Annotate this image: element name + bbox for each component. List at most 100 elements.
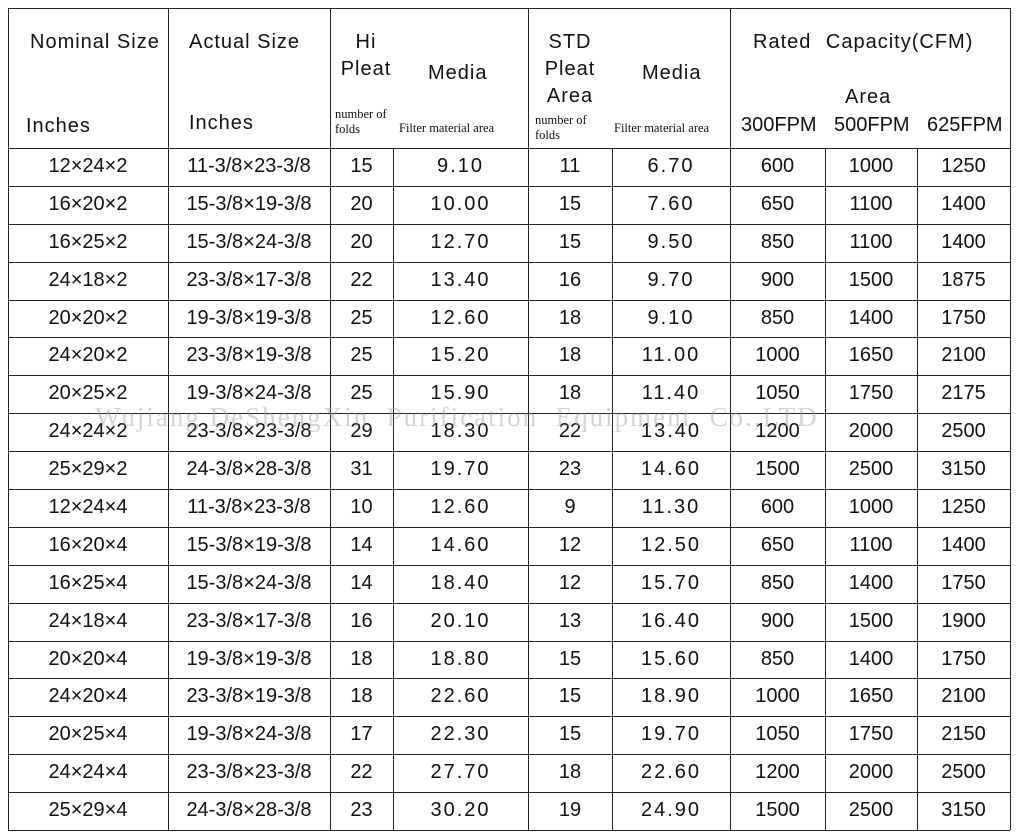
header-text: STD Pleat Area xyxy=(544,31,596,107)
table-cell: 2100 xyxy=(941,344,986,367)
table-cell: 19-3/8×19-3/8 xyxy=(186,306,312,329)
table-cell: 1750 xyxy=(848,723,894,746)
table-cell: 20 xyxy=(350,192,373,215)
table-cell: 600 xyxy=(760,155,795,177)
table-cell: 31 xyxy=(350,458,373,481)
table-cell: 22 xyxy=(350,268,373,291)
table-cell: 1250 xyxy=(941,496,986,518)
table-cell: 1400 xyxy=(848,306,894,329)
table-cell: 15-3/8×24-3/8 xyxy=(186,230,312,253)
table-cell: 19-3/8×24-3/8 xyxy=(186,723,312,746)
table-cell: 650 xyxy=(760,533,795,556)
table-cell: 22 xyxy=(350,761,373,784)
table-cell: 1650 xyxy=(848,344,894,367)
table-cell: 1200 xyxy=(755,420,800,443)
table-cell: 18 xyxy=(558,306,582,329)
table-cell: 19-3/8×24-3/8 xyxy=(186,382,312,405)
table-cell: 23-3/8×17-3/8 xyxy=(186,609,312,632)
table-cell: 9.10 xyxy=(647,306,695,329)
table-cell: 1750 xyxy=(941,571,986,594)
table-cell: 2500 xyxy=(941,420,986,443)
table-cell: 23 xyxy=(350,799,373,822)
table-cell: 15 xyxy=(558,647,582,670)
table-cell: 2500 xyxy=(941,761,986,784)
table-cell: 1400 xyxy=(848,647,894,670)
grid-line xyxy=(8,678,1010,680)
table-cell: 10 xyxy=(350,496,373,518)
table-cell: 1000 xyxy=(755,685,800,708)
table-cell: 1400 xyxy=(941,230,986,253)
table-cell: 29 xyxy=(350,420,373,443)
table-cell: 1250 xyxy=(941,155,986,177)
grid-line xyxy=(8,375,1010,377)
table-cell: 25 xyxy=(350,382,373,405)
table-cell: 1900 xyxy=(941,609,986,632)
header-text: Actual Size xyxy=(189,31,301,53)
table-cell: 1750 xyxy=(941,647,986,670)
header-text: 300FPM xyxy=(741,114,817,136)
watermark: Wujiang DeShengXin Purification Equipmen… xyxy=(95,402,819,432)
table-cell: 24-3/8×28-3/8 xyxy=(186,799,312,822)
table-cell: 15-3/8×19-3/8 xyxy=(186,192,312,215)
table-cell: 850 xyxy=(760,647,795,670)
grid-line xyxy=(8,261,1010,263)
table-cell: 25 xyxy=(350,344,373,367)
grid-line xyxy=(8,526,1010,528)
table-cell: 24×18×2 xyxy=(48,268,128,291)
grid-line xyxy=(8,8,1010,9)
table-cell: 3150 xyxy=(941,458,986,481)
header-text: Nominal Size xyxy=(30,31,160,53)
table-cell: 15.70 xyxy=(640,571,702,594)
header-text: Area xyxy=(845,86,892,108)
table-cell: 14.60 xyxy=(640,458,702,481)
table-cell: 1400 xyxy=(848,571,894,594)
table-cell: 19.70 xyxy=(640,723,702,746)
table-cell: 18.80 xyxy=(430,647,491,670)
table-cell: 1100 xyxy=(849,533,893,556)
grid-line xyxy=(8,564,1010,566)
table-cell: 18 xyxy=(558,382,582,405)
table-cell: 18.30 xyxy=(430,420,491,443)
grid-line xyxy=(8,451,1010,453)
header-note: number of folds xyxy=(335,107,387,136)
table-cell: 10.00 xyxy=(430,192,491,215)
table-cell: 600 xyxy=(760,496,795,518)
table-cell: 19-3/8×19-3/8 xyxy=(186,647,312,670)
grid-line xyxy=(8,792,1010,794)
table-cell: 16×20×4 xyxy=(48,533,128,556)
table-cell: 1500 xyxy=(848,268,894,291)
table-cell: 12 xyxy=(558,533,582,556)
grid-line xyxy=(730,8,731,148)
table-cell: 23 xyxy=(558,458,582,481)
table-cell: 12.70 xyxy=(430,230,491,253)
table-cell: 12.60 xyxy=(430,496,491,518)
table-cell: 22.60 xyxy=(640,761,702,784)
table-cell: 15-3/8×24-3/8 xyxy=(186,571,312,594)
table-cell: 1050 xyxy=(755,382,800,405)
table-cell: 1050 xyxy=(755,723,800,746)
table-cell: 18 xyxy=(350,647,373,670)
table-cell: 15 xyxy=(558,192,582,215)
table-cell: 24×24×2 xyxy=(48,420,128,443)
table-cell: 1650 xyxy=(848,685,894,708)
table-cell: 1500 xyxy=(755,458,800,481)
table-cell: 20.10 xyxy=(430,609,491,632)
table-cell: 1750 xyxy=(848,382,894,405)
table-cell: 16×25×2 xyxy=(48,230,128,253)
table-cell: 18.90 xyxy=(640,685,702,708)
table-cell: 12×24×2 xyxy=(48,155,128,177)
table-cell: 850 xyxy=(760,571,795,594)
table-cell: 15.20 xyxy=(430,344,491,367)
table-cell: 1000 xyxy=(848,155,894,177)
table-cell: 14 xyxy=(350,533,373,556)
table-cell: 27.70 xyxy=(430,761,491,784)
table-cell: 22.30 xyxy=(430,723,491,746)
table-cell: 2500 xyxy=(848,458,894,481)
grid-line xyxy=(8,830,1010,831)
table-cell: 13.40 xyxy=(430,268,491,291)
table-cell: 15 xyxy=(558,230,582,253)
table-cell: 20×25×4 xyxy=(48,723,128,746)
table-cell: 25 xyxy=(350,306,373,329)
table-cell: 19 xyxy=(558,799,582,822)
